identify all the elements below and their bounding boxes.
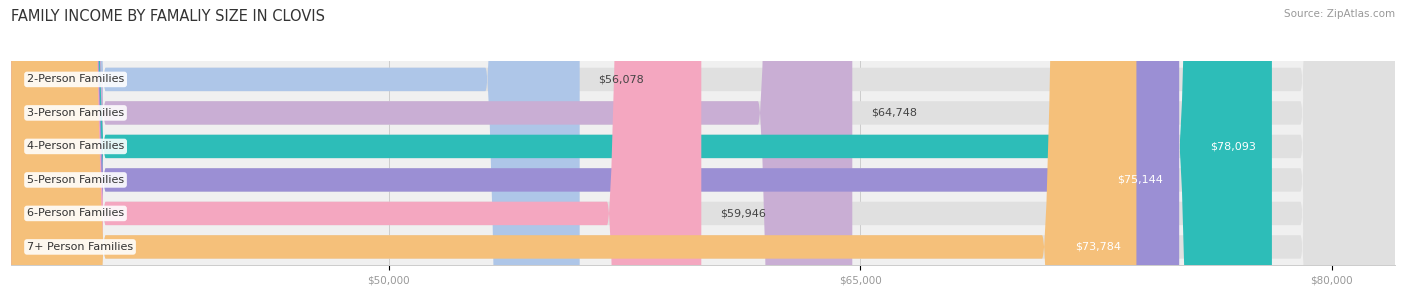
FancyBboxPatch shape — [11, 0, 1395, 305]
Text: $75,144: $75,144 — [1118, 175, 1163, 185]
Text: Source: ZipAtlas.com: Source: ZipAtlas.com — [1284, 9, 1395, 19]
FancyBboxPatch shape — [11, 0, 1395, 305]
FancyBboxPatch shape — [11, 0, 1272, 305]
Text: 4-Person Families: 4-Person Families — [27, 142, 124, 151]
FancyBboxPatch shape — [11, 0, 1395, 305]
Text: 2-Person Families: 2-Person Families — [27, 74, 124, 84]
Text: $78,093: $78,093 — [1211, 142, 1256, 151]
Text: $64,748: $64,748 — [872, 108, 917, 118]
FancyBboxPatch shape — [11, 0, 1395, 305]
FancyBboxPatch shape — [11, 0, 1395, 305]
FancyBboxPatch shape — [11, 0, 1395, 305]
FancyBboxPatch shape — [11, 0, 702, 305]
Text: FAMILY INCOME BY FAMALIY SIZE IN CLOVIS: FAMILY INCOME BY FAMALIY SIZE IN CLOVIS — [11, 9, 325, 24]
Text: $73,784: $73,784 — [1074, 242, 1121, 252]
FancyBboxPatch shape — [11, 0, 1180, 305]
FancyBboxPatch shape — [11, 0, 852, 305]
Text: $59,946: $59,946 — [720, 208, 766, 218]
Text: 6-Person Families: 6-Person Families — [27, 208, 124, 218]
Text: $56,078: $56,078 — [599, 74, 644, 84]
FancyBboxPatch shape — [11, 0, 579, 305]
FancyBboxPatch shape — [11, 0, 1136, 305]
Text: 3-Person Families: 3-Person Families — [27, 108, 124, 118]
Text: 7+ Person Families: 7+ Person Families — [27, 242, 134, 252]
Text: 5-Person Families: 5-Person Families — [27, 175, 124, 185]
